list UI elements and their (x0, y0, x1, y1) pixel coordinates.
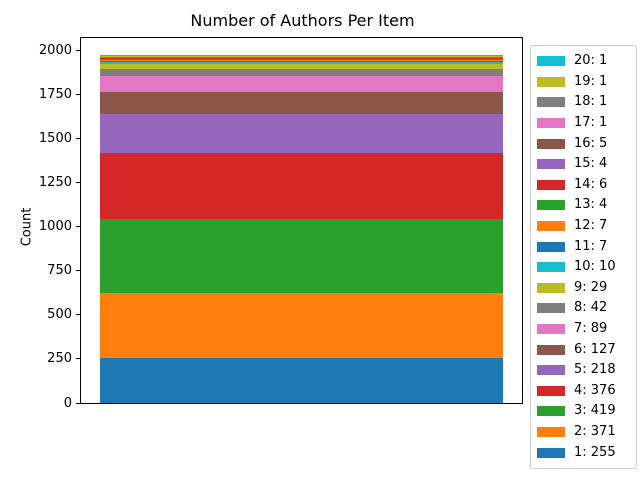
legend-item: 3: 419 (531, 401, 636, 421)
y-tick-mark (76, 94, 80, 96)
bar-segment-2 (100, 292, 503, 359)
legend-item: 6: 127 (531, 340, 636, 360)
legend-item: 17: 1 (531, 113, 636, 133)
legend-swatch (537, 406, 565, 417)
bar-segment-14 (100, 57, 503, 59)
legend-swatch (537, 447, 565, 458)
y-tick-label-1000: 1000 (38, 219, 72, 235)
legend-item: 11: 7 (531, 237, 636, 257)
bar-segment-10 (100, 61, 503, 64)
bar-segment-1 (100, 358, 503, 403)
legend-item-label: 13: 4 (574, 197, 608, 213)
legend-swatch (537, 262, 565, 273)
legend-item-label: 16: 5 (574, 135, 608, 151)
y-tick-mark (76, 402, 80, 404)
bar-segment-9 (100, 63, 503, 69)
bar-segment-16 (100, 56, 503, 58)
y-tick-mark (76, 138, 80, 140)
legend-swatch (537, 282, 565, 293)
legend-item-label: 14: 6 (574, 176, 608, 192)
chart-title: Number of Authors Per Item (190, 11, 415, 30)
legend-item-label: 18: 1 (574, 94, 608, 110)
legend-item: 18: 1 (531, 92, 636, 112)
legend-item-label: 9: 29 (574, 279, 608, 295)
legend-item-label: 1: 255 (574, 444, 616, 460)
bar-segment-8 (100, 68, 503, 77)
legend-item: 19: 1 (531, 72, 636, 92)
legend-item: 13: 4 (531, 195, 636, 215)
legend-item-label: 20: 1 (574, 53, 608, 69)
legend-swatch (537, 138, 565, 149)
legend-item-label: 2: 371 (574, 423, 616, 439)
y-tick-label-1750: 1750 (38, 87, 72, 103)
legend-swatch (537, 324, 565, 335)
bar-segment-12 (100, 59, 503, 61)
legend-swatch (537, 426, 565, 437)
legend-item: 16: 5 (531, 134, 636, 154)
legend-item: 5: 218 (531, 360, 636, 380)
bar-segment-4 (100, 152, 503, 219)
y-tick-label-0: 0 (63, 395, 72, 411)
legend-item: 12: 7 (531, 216, 636, 236)
y-tick-label-2000: 2000 (38, 43, 72, 59)
legend-swatch (537, 97, 565, 108)
legend-item: 9: 29 (531, 278, 636, 298)
bar-segment-5 (100, 114, 503, 153)
y-tick-mark (76, 270, 80, 272)
legend-item-label: 6: 127 (574, 341, 616, 357)
legend-item-label: 15: 4 (574, 156, 608, 172)
y-tick-mark (76, 358, 80, 360)
legend-swatch (537, 365, 565, 376)
legend-item: 1: 255 (531, 443, 636, 463)
legend-item-label: 7: 89 (574, 321, 608, 337)
legend-swatch (537, 76, 565, 87)
legend-swatch (537, 118, 565, 129)
legend-swatch (537, 159, 565, 170)
legend-item-label: 8: 42 (574, 300, 608, 316)
bar-segment-15 (100, 57, 503, 58)
legend: 20: 1 19: 1 18: 1 17: 1 16: 5 15: 4 14: 6 13: 4… (530, 45, 637, 469)
y-tick-label-1500: 1500 (38, 131, 72, 147)
legend-item: 10: 10 (531, 257, 636, 277)
plot-area (80, 37, 523, 404)
legend-item: 15: 4 (531, 154, 636, 174)
legend-swatch (537, 241, 565, 252)
legend-item-label: 10: 10 (574, 259, 616, 275)
legend-item-label: 12: 7 (574, 218, 608, 234)
legend-item-label: 5: 218 (574, 362, 616, 378)
legend-swatch (537, 344, 565, 355)
legend-item-label: 19: 1 (574, 73, 608, 89)
y-tick-label-750: 750 (47, 263, 72, 279)
legend-item: 8: 42 (531, 298, 636, 318)
legend-item: 2: 371 (531, 422, 636, 442)
legend-item-label: 3: 419 (574, 403, 616, 419)
y-tick-label-250: 250 (47, 351, 72, 367)
y-tick-mark (76, 314, 80, 316)
legend-item-label: 4: 376 (574, 382, 616, 398)
legend-item: 20: 1 (531, 51, 636, 71)
y-tick-label-1250: 1250 (38, 175, 72, 191)
y-tick-mark (76, 50, 80, 52)
legend-item: 4: 376 (531, 381, 636, 401)
bar-segment-13 (100, 58, 503, 60)
bar-segment-7 (100, 76, 503, 92)
legend-swatch (537, 221, 565, 232)
legend-item: 7: 89 (531, 319, 636, 339)
legend-item-label: 11: 7 (574, 238, 608, 254)
bar-segment-3 (100, 218, 503, 293)
bar-segment-6 (100, 91, 503, 115)
legend-swatch (537, 56, 565, 67)
legend-swatch (537, 385, 565, 396)
legend-item: 14: 6 (531, 175, 636, 195)
stacked-bar (100, 38, 503, 403)
legend-swatch (537, 200, 565, 211)
legend-swatch (537, 179, 565, 190)
legend-item-label: 17: 1 (574, 115, 608, 131)
legend-swatch (537, 303, 565, 314)
y-tick-label-500: 500 (47, 307, 72, 323)
y-tick-mark (76, 226, 80, 228)
bar-segment-11 (100, 60, 503, 62)
y-tick-mark (76, 182, 80, 184)
